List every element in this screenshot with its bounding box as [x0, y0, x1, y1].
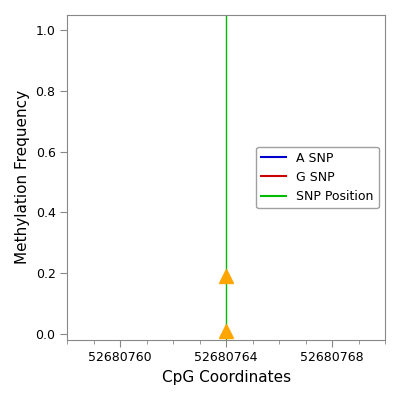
- X-axis label: CpG Coordinates: CpG Coordinates: [162, 370, 291, 385]
- Y-axis label: Methylation Frequency: Methylation Frequency: [15, 90, 30, 264]
- Legend: A SNP, G SNP, SNP Position: A SNP, G SNP, SNP Position: [256, 146, 379, 208]
